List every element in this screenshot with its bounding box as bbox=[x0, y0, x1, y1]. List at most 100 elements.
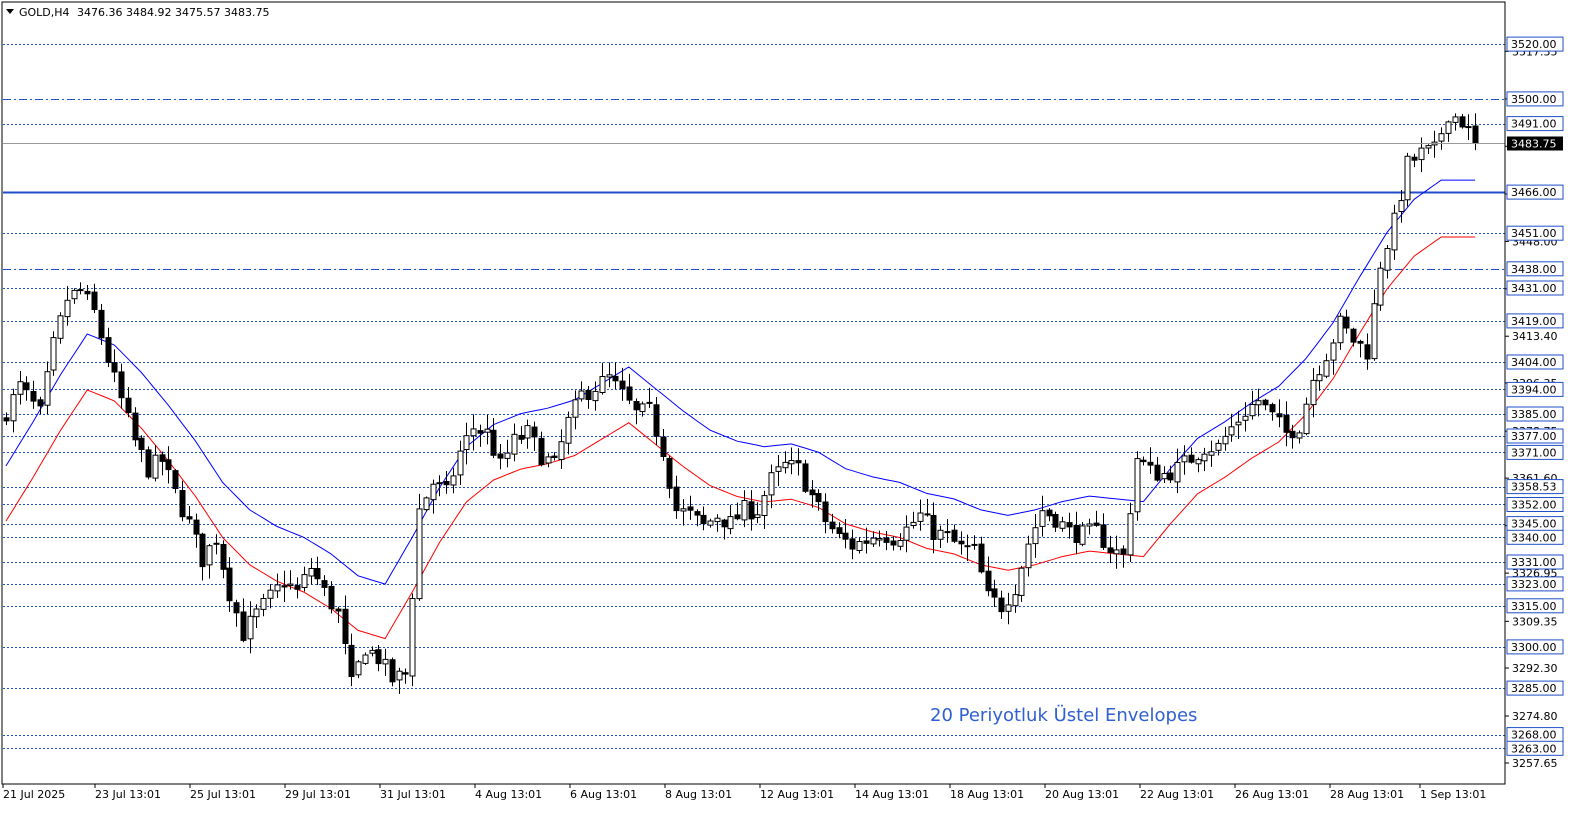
candle bbox=[761, 490, 768, 529]
symbol-label: GOLD,H4 bbox=[19, 6, 70, 19]
candle bbox=[856, 537, 863, 554]
candle-body bbox=[260, 598, 267, 610]
candle bbox=[924, 498, 931, 517]
candle-body bbox=[666, 457, 673, 489]
candle-body bbox=[924, 513, 931, 516]
candle bbox=[930, 502, 937, 554]
candle-body bbox=[10, 394, 17, 422]
candle bbox=[1107, 535, 1114, 563]
candle-body bbox=[978, 543, 985, 573]
candle bbox=[1181, 445, 1188, 475]
candle bbox=[1391, 204, 1398, 260]
candle-body bbox=[450, 475, 457, 486]
candle-body bbox=[1140, 459, 1147, 463]
candle bbox=[389, 657, 396, 687]
candle bbox=[1276, 399, 1283, 428]
candle bbox=[524, 419, 531, 449]
candle-body bbox=[314, 568, 321, 580]
candle bbox=[1018, 565, 1025, 602]
level-label-box bbox=[1506, 280, 1564, 296]
candle-body bbox=[1066, 522, 1073, 528]
candle-body bbox=[531, 426, 538, 438]
candle bbox=[1154, 456, 1161, 482]
candle bbox=[186, 506, 193, 524]
time-tick-label: 8 Aug 13:01 bbox=[665, 788, 732, 801]
candle-body bbox=[876, 538, 883, 541]
candle-body bbox=[193, 519, 200, 535]
level-label: 3404.00 bbox=[1506, 354, 1564, 370]
time-tick-label: 25 Jul 13:01 bbox=[190, 788, 256, 801]
candle bbox=[680, 499, 687, 526]
candle-body bbox=[592, 390, 599, 402]
upper-envelope-line bbox=[5, 179, 1476, 585]
candle-body bbox=[1276, 413, 1283, 418]
caret-down-icon[interactable] bbox=[6, 9, 14, 14]
candle bbox=[653, 397, 660, 446]
candle bbox=[863, 527, 870, 554]
candle-body bbox=[1459, 116, 1466, 128]
time-tick-label: 31 Jul 13:01 bbox=[380, 788, 446, 801]
candle-body bbox=[1377, 267, 1384, 306]
candle-body bbox=[375, 649, 382, 665]
candle-body bbox=[457, 450, 464, 476]
candle-body bbox=[958, 540, 965, 545]
candle-body bbox=[98, 309, 105, 339]
candle-body bbox=[870, 537, 877, 545]
candle-body bbox=[883, 537, 890, 543]
candle-body bbox=[443, 481, 450, 486]
candle bbox=[335, 606, 342, 623]
candle-body bbox=[822, 501, 829, 523]
level-label-text: 3394.00 bbox=[1511, 383, 1557, 396]
candle-body bbox=[653, 404, 660, 437]
candle bbox=[206, 544, 213, 579]
candle-body bbox=[1018, 567, 1025, 596]
level-label: 3352.00 bbox=[1506, 497, 1564, 512]
candle bbox=[545, 453, 552, 468]
candle bbox=[213, 534, 220, 555]
candle bbox=[1140, 456, 1147, 466]
candle bbox=[172, 469, 179, 494]
candle-body bbox=[1296, 432, 1303, 439]
candle-body bbox=[1147, 461, 1154, 466]
candle-body bbox=[179, 490, 186, 518]
candle bbox=[1303, 397, 1310, 436]
candle bbox=[572, 390, 579, 430]
level-label-box bbox=[1506, 261, 1564, 277]
candle-body bbox=[57, 315, 64, 339]
candle-body bbox=[409, 598, 416, 677]
candle bbox=[443, 471, 450, 494]
candle bbox=[558, 429, 565, 469]
candle bbox=[741, 490, 748, 528]
candle-body bbox=[788, 460, 795, 465]
candle-body bbox=[423, 497, 430, 511]
candle-body bbox=[1032, 527, 1039, 545]
candle bbox=[375, 645, 382, 672]
candle bbox=[490, 418, 497, 459]
candle bbox=[1066, 512, 1073, 539]
candle-body bbox=[673, 486, 680, 512]
candle bbox=[1052, 511, 1059, 532]
candle-body bbox=[1398, 200, 1405, 213]
level-label: 3394.00 bbox=[1506, 381, 1564, 397]
level-label-text: 3438.00 bbox=[1511, 263, 1557, 276]
level-label-box bbox=[1506, 479, 1564, 495]
candle-body bbox=[944, 531, 951, 534]
candle bbox=[409, 593, 416, 687]
candle bbox=[666, 455, 673, 499]
price-tick-label: 3274.80 bbox=[1512, 710, 1558, 723]
candle bbox=[849, 529, 856, 560]
level-label-text: 3377.00 bbox=[1511, 430, 1557, 443]
level-label-text: 3331.00 bbox=[1511, 556, 1557, 569]
candle-body bbox=[998, 597, 1005, 613]
candle-body bbox=[1113, 549, 1120, 555]
candle bbox=[1201, 447, 1208, 472]
candle bbox=[673, 475, 680, 519]
candle bbox=[132, 407, 139, 447]
candle-body bbox=[1127, 513, 1134, 556]
candle bbox=[396, 667, 403, 694]
time-tick-label: 23 Jul 13:01 bbox=[95, 788, 161, 801]
candle-body bbox=[91, 291, 98, 311]
level-label-box bbox=[1506, 444, 1564, 460]
